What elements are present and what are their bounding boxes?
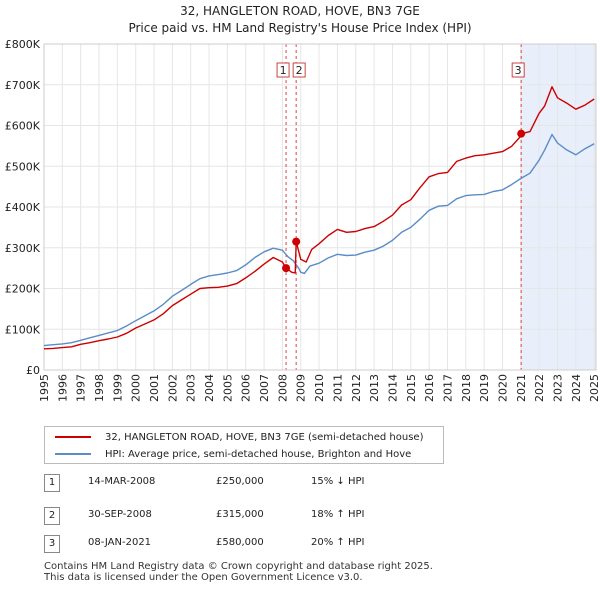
x-tick-label: 2003	[185, 374, 198, 402]
transaction-date: 08-JAN-2021	[88, 537, 152, 548]
x-tick-label: 2006	[240, 374, 253, 402]
x-tick-label: 2000	[130, 374, 143, 402]
y-tick-label: £0	[26, 364, 40, 377]
transaction-date: 30-SEP-2008	[88, 509, 152, 520]
plot-frame	[43, 43, 597, 371]
x-tick-label: 2017	[441, 374, 454, 402]
x-tick-label: 2002	[166, 374, 179, 402]
transaction-date: 14-MAR-2008	[88, 476, 156, 487]
y-tick-label: £200K	[5, 283, 41, 296]
transaction-label: 2	[296, 64, 303, 77]
x-tick-label: 2015	[405, 374, 418, 402]
transaction-badge: 3	[44, 535, 60, 553]
x-tick-label: 2013	[368, 374, 381, 402]
x-tick-label: 1995	[38, 374, 51, 402]
transaction-row: 2 30-SEP-2008 £315,000 18% ↑ HPI	[44, 507, 424, 525]
transaction-badge: 1	[44, 474, 60, 492]
x-tick-label: 2001	[148, 374, 161, 402]
transaction-point	[517, 129, 526, 138]
plot-area: 1 2 3 £0 £100K £200K £300K £400K £500K £600K £700K…	[5, 38, 600, 402]
x-tick-label: 2022	[533, 374, 546, 402]
transaction-label-box	[511, 62, 525, 78]
x-tick-label: 2004	[203, 374, 216, 402]
chart-title: 32, HANGLETON ROAD, HOVE, BN3 7GE	[180, 4, 420, 18]
x-tick-label: 2021	[515, 374, 528, 402]
footer-copyright: Contains HM Land Registry data © Crown c…	[44, 561, 433, 572]
transaction-hpi-diff: 18% ↑ HPI	[311, 509, 365, 520]
x-tick-label: 2009	[295, 374, 308, 402]
y-tick-label: £500K	[5, 160, 41, 173]
y-tick-label: £600K	[5, 120, 41, 133]
y-tick-label: £100K	[5, 323, 41, 336]
x-tick-label: 2019	[478, 374, 491, 402]
legend-hpi-label: HPI: Average price, semi-detached house,…	[105, 448, 412, 460]
footer-licence: This data is licensed under the Open Gov…	[44, 572, 363, 583]
transaction-label-box	[276, 62, 290, 78]
x-tick-label: 2005	[221, 374, 234, 402]
transaction-label-box	[292, 62, 306, 78]
transaction-price: £250,000	[216, 476, 264, 487]
price-chart: 32, HANGLETON ROAD, HOVE, BN3 7GE Price …	[5, 4, 600, 402]
transaction-row: 3 08-JAN-2021 £580,000 20% ↑ HPI	[44, 535, 424, 553]
transaction-price: £315,000	[216, 509, 264, 520]
x-tick-label: 1997	[75, 374, 88, 402]
footer-attribution: Contains HM Land Registry data © Crown c…	[44, 561, 433, 583]
x-tick-label: 1996	[56, 374, 69, 402]
x-tick-label: 2014	[386, 374, 399, 402]
legend-property-label: 32, HANGLETON ROAD, HOVE, BN3 7GE (semi-…	[105, 431, 424, 443]
property-line-swatch	[55, 436, 91, 438]
x-tick-label: 2020	[496, 374, 509, 402]
property-price-line	[43, 86, 595, 350]
x-tick-label: 2016	[423, 374, 436, 402]
transaction-hpi-diff: 15% ↓ HPI	[311, 476, 365, 487]
hpi-line	[43, 133, 595, 347]
x-tick-label: 2008	[276, 374, 289, 402]
transaction-badge: 2	[44, 507, 60, 525]
legend-item-hpi: HPI: Average price, semi-detached house,…	[55, 446, 411, 462]
chart-legend: 32, HANGLETON ROAD, HOVE, BN3 7GE (semi-…	[44, 426, 444, 464]
transaction-label: 3	[515, 64, 522, 77]
x-tick-label: 2025	[588, 374, 600, 402]
x-tick-label: 2012	[350, 374, 363, 402]
y-tick-label: £300K	[5, 242, 41, 255]
y-tick-label: £700K	[5, 79, 41, 92]
legend-item-property: 32, HANGLETON ROAD, HOVE, BN3 7GE (semi-…	[55, 429, 423, 445]
x-tick-label: 2018	[460, 374, 473, 402]
transaction-row: 1 14-MAR-2008 £250,000 15% ↓ HPI	[44, 474, 424, 492]
transaction-point	[282, 264, 291, 273]
x-tick-label: 2011	[331, 374, 344, 402]
transaction-hpi-diff: 20% ↑ HPI	[311, 537, 365, 548]
y-tick-label: £800K	[5, 38, 41, 51]
x-tick-label: 2007	[258, 374, 271, 402]
x-tick-label: 2023	[551, 374, 564, 402]
x-tick-label: 1999	[111, 374, 124, 402]
transaction-point	[292, 237, 301, 246]
transaction-label: 1	[280, 64, 287, 77]
transaction-price: £580,000	[216, 537, 264, 548]
x-tick-label: 2024	[570, 374, 583, 402]
y-tick-label: £400K	[5, 201, 41, 214]
x-tick-label: 2010	[313, 374, 326, 402]
chart-subtitle: Price paid vs. HM Land Registry's House …	[128, 21, 471, 35]
hpi-line-swatch	[55, 453, 91, 455]
x-tick-label: 1998	[93, 374, 106, 402]
